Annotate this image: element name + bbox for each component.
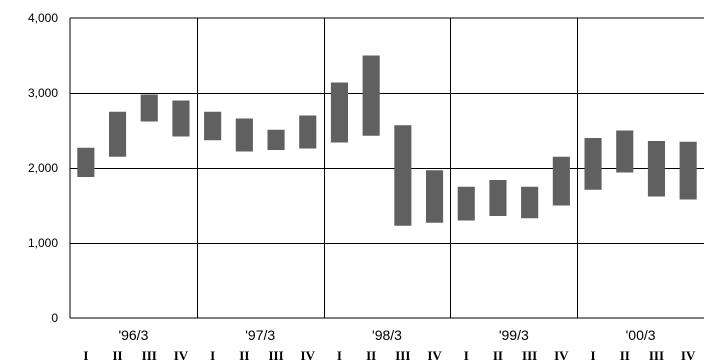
year-label: '96/3 bbox=[118, 327, 148, 343]
y-tick-label: 1,000 bbox=[28, 236, 58, 250]
quarter-label: III bbox=[649, 348, 664, 362]
year-label: '98/3 bbox=[372, 327, 402, 343]
quarter-label: I bbox=[591, 348, 596, 362]
year-labels: '96/3 '97/3 '98/3 '99/3 '00/3 bbox=[118, 327, 655, 343]
quarter-label: IV bbox=[681, 348, 696, 362]
quarter-label: IV bbox=[174, 348, 189, 362]
quarter-label: III bbox=[268, 348, 283, 362]
range-bar bbox=[77, 147, 95, 177]
range-bar bbox=[647, 141, 666, 197]
quarter-label: I bbox=[83, 348, 88, 362]
quarter-label: IV bbox=[554, 348, 569, 362]
range-bar bbox=[425, 170, 444, 223]
quarter-label: IV bbox=[427, 348, 442, 362]
quarter-label: II bbox=[112, 348, 122, 362]
y-tick-label: 4,000 bbox=[28, 11, 58, 25]
quarter-label: IV bbox=[301, 348, 316, 362]
range-bar bbox=[394, 125, 412, 226]
horizontal-gridlines bbox=[70, 93, 704, 244]
range-bar bbox=[362, 55, 380, 136]
range-bar bbox=[584, 138, 602, 190]
y-tick-label: 0 bbox=[51, 311, 58, 325]
quarter-label: III bbox=[142, 348, 157, 362]
range-bar bbox=[108, 111, 127, 157]
range-bar bbox=[521, 186, 539, 219]
range-bar bbox=[267, 129, 285, 150]
y-axis-tick-labels: 0 1,000 2,000 3,000 4,000 bbox=[28, 11, 58, 325]
range-bar bbox=[172, 100, 190, 137]
quarter-labels: I II III IV I II III IV I II III IV I II III IV I II III IV bbox=[83, 348, 696, 362]
year-separators bbox=[197, 18, 578, 318]
quarter-label: I bbox=[337, 348, 342, 362]
quarter-label: II bbox=[366, 348, 376, 362]
y-tick-label: 2,000 bbox=[28, 161, 58, 175]
quarter-label: I bbox=[464, 348, 469, 362]
range-bar bbox=[140, 94, 158, 122]
quarter-label: III bbox=[395, 348, 410, 362]
quarter-label: II bbox=[620, 348, 630, 362]
quarter-label: II bbox=[493, 348, 503, 362]
range-bar bbox=[679, 141, 697, 200]
quarter-label: III bbox=[522, 348, 537, 362]
quarter-label: I bbox=[210, 348, 215, 362]
year-label: '00/3 bbox=[626, 327, 656, 343]
range-bar bbox=[330, 82, 349, 143]
range-bar bbox=[489, 180, 507, 216]
range-bar bbox=[616, 130, 634, 173]
y-tick-label: 3,000 bbox=[28, 86, 58, 100]
range-bars bbox=[77, 55, 697, 226]
range-bar bbox=[235, 118, 253, 152]
year-label: '99/3 bbox=[499, 327, 529, 343]
range-bar bbox=[552, 156, 570, 206]
quarter-label: II bbox=[239, 348, 249, 362]
range-bar bbox=[457, 186, 475, 221]
year-label: '97/3 bbox=[245, 327, 275, 343]
range-bar bbox=[299, 115, 317, 149]
range-bar bbox=[204, 111, 222, 141]
